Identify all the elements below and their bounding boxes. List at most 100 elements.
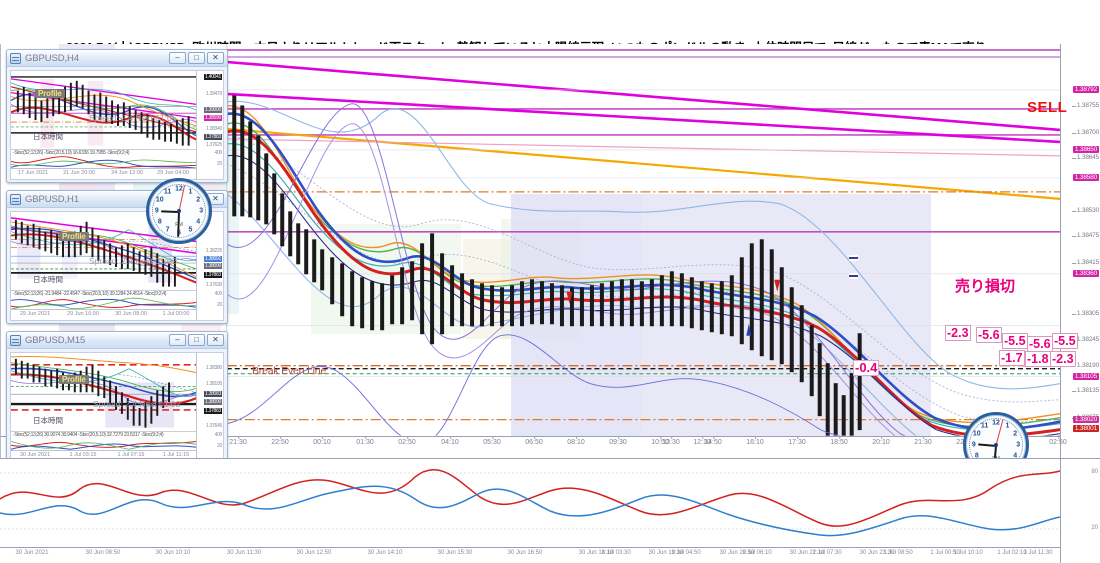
price-tick: 1.38135 — [1071, 387, 1099, 394]
clock-pm-label: PM — [175, 221, 183, 228]
bottom-panel-time-tick: 1 Jul 03:30 — [601, 550, 631, 556]
subwindow-h4-title: GBPUSD,H4 — [25, 52, 80, 64]
h4-drawing — [11, 71, 197, 169]
h1-time-axis[interactable]: 29 Jun 2021 29 Jun 16:00 30 Jun 08:00 1 … — [11, 309, 196, 320]
h4-time-axis[interactable]: 17 Jun 2021 21 Jun 20:00 24 Jun 12:00 29… — [11, 168, 196, 179]
h4-price-badge: 1.38590 — [204, 115, 222, 121]
h1-time-tick: 30 Jun 08:00 — [115, 311, 147, 317]
clock-num: 12 — [175, 185, 183, 193]
clock-num: 1 — [188, 188, 193, 196]
m15-price-axis[interactable]: 1.38380 1.38195 1.38083 1.38000 1.37883 … — [196, 353, 223, 461]
clock-num: 3 — [199, 207, 204, 215]
price-tick: 1.38305 — [1071, 310, 1099, 317]
bottom-panel-time-tick: 30 Jun 12:50 — [296, 550, 332, 556]
h4-price-badge: 1.40041 — [204, 74, 222, 80]
h1-time-tick: 29 Jun 2021 — [19, 311, 51, 317]
subwindow-m15[interactable]: GBPUSD,M15 – □ ✕ — [6, 331, 228, 465]
bottom-panel-time-tick: 30 Jun 11:30 — [226, 550, 262, 556]
stoploss-annotation: 売り損切 — [955, 278, 1016, 295]
time-tick: 16:10 — [746, 436, 764, 446]
maximize-button[interactable]: □ — [188, 334, 205, 346]
price-tick: 1.38415 — [1071, 259, 1099, 266]
close-button[interactable]: ✕ — [207, 52, 224, 64]
pl-box: -5.6 — [1027, 336, 1053, 352]
subwindow-h4-controls[interactable]: – □ ✕ — [169, 52, 224, 64]
price-badge: 1.38105 — [1072, 373, 1099, 380]
price-tick: 1.38475 — [1071, 232, 1099, 239]
h4-indicator-separator — [11, 149, 196, 150]
chart-window-icon — [10, 52, 21, 64]
m15-time-tick: 1 Jul 07:15 — [117, 452, 145, 458]
subwindow-h4-titlebar[interactable]: GBPUSD,H4 – □ ✕ — [7, 50, 227, 67]
m15-indicator-separator — [11, 431, 196, 432]
time-axis[interactable]: 21:30 22:50 00:10 01:30 02:50 04:10 05:30 06:50… — [1, 436, 1067, 458]
price-badge: 1.38580 — [1072, 174, 1099, 181]
pl-box: -5.5 — [1002, 333, 1028, 349]
minimize-button[interactable]: – — [169, 52, 186, 64]
subwindow-m15-chart[interactable]: -Stoc(52;13;26) 30.9074 30.9404 -Stoc(20… — [10, 352, 224, 462]
bottom-panel-time-tick: 30 Jun 20:50 — [719, 550, 755, 556]
bottom-panel-value-axis[interactable]: 80 20 — [1060, 459, 1100, 563]
maximize-button[interactable]: □ — [188, 52, 205, 64]
session-shade-9 — [641, 194, 931, 454]
time-tick: 12:10 — [693, 436, 711, 446]
clock-num: 10 — [155, 196, 164, 204]
clock-dial-sub — [152, 184, 206, 238]
h4-price-badge: 1.39000 — [204, 107, 222, 113]
h4-price-axis[interactable]: 1.40041 1.39470 1.39000 1.38590 1.38340 … — [196, 71, 223, 179]
subwindow-h4-chart[interactable]: -Stoc(52;13;26) -Stoc(20,5,10) 16.6336 1… — [10, 70, 224, 180]
h1-price-tick: 1.38225 — [206, 248, 222, 254]
bottom-panel-time-tick: 30 Jun 19:30 — [648, 550, 684, 556]
clock-num: 2 — [1013, 430, 1018, 438]
bottom-panel-time-axis[interactable]: 30 Jun 2021 30 Jun 08:50 30 Jun 10:10 30 Ju… — [0, 547, 1060, 563]
h1-scale-hi: 400 — [214, 291, 223, 297]
floating-pl-label: -0.4 — [853, 360, 880, 376]
price-tick: 1.38530 — [1071, 207, 1099, 214]
price-tick: 1.38190 — [1071, 362, 1099, 369]
h1-price-tick: 1.37630 — [206, 282, 222, 288]
clock-num: 9 — [971, 441, 976, 449]
pl-box: -2.3 — [945, 325, 971, 341]
subwindow-h1-title: GBPUSD,H1 — [25, 193, 80, 205]
m15-price-tick: 1.38195 — [206, 381, 222, 387]
clock-num: 4 — [196, 218, 201, 226]
subwindow-m15-controls[interactable]: – □ ✕ — [169, 334, 224, 346]
bottom-panel-time-tick: 1 Jul 10:10 — [953, 550, 983, 556]
sell-annotation: SELL — [1027, 99, 1068, 116]
h1-price-badge: 1.38091 — [204, 256, 222, 262]
time-tick: 09:30 — [609, 436, 627, 446]
bottom-indicator-panel[interactable]: 80 20 30 Jun 2021 30 Jun 08:50 30 Jun 10:1… — [0, 458, 1100, 563]
price-tick: 1.38645 — [1071, 154, 1099, 161]
time-tick: 02:50 — [398, 436, 416, 446]
h1-price-badge: 1.38000 — [204, 263, 222, 269]
position-marker-1 — [849, 255, 858, 261]
time-tick: 05:30 — [483, 436, 501, 446]
clock-num: 12 — [992, 419, 1000, 427]
clock-num: 11 — [980, 422, 989, 430]
m15-time-axis[interactable]: 30 Jun 2021 1 Jul 03:15 1 Jul 07:15 1 Ju… — [11, 450, 196, 461]
h4-time-tick: 21 Jun 20:00 — [63, 170, 95, 176]
chart-window-icon — [10, 193, 21, 205]
clock-num: 8 — [157, 218, 162, 226]
h1-spread-text: Spread: 2.4 Next 01:02 — [89, 256, 177, 266]
close-button[interactable]: ✕ — [207, 334, 224, 346]
pl-box: -5.6 — [976, 327, 1002, 343]
h4-time-tick: 24 Jun 12:00 — [111, 170, 143, 176]
subwindow-h4[interactable]: GBPUSD,H4 – □ ✕ — [6, 49, 228, 183]
m15-time-tick: 1 Jul 03:15 — [69, 452, 97, 458]
subwindow-h1-chart[interactable]: -Stoc(52;13;26) -21.9484 -22.4547 -Stoc(… — [10, 211, 224, 321]
m15-price-badge: 1.38000 — [204, 399, 222, 405]
h1-indicator-separator — [11, 290, 196, 291]
time-tick: 01:30 — [356, 436, 374, 446]
clock-center-pin — [994, 443, 998, 447]
h4-price-tick: 1.39470 — [206, 91, 222, 97]
clock-num: 3 — [1016, 441, 1021, 449]
minimize-button[interactable]: – — [169, 334, 186, 346]
subwindow-m15-titlebar[interactable]: GBPUSD,M15 – □ ✕ — [7, 332, 227, 349]
bottom-panel-time-tick: 30 Jun 22:10 — [789, 550, 825, 556]
pl-box: -5.5 — [1052, 333, 1078, 349]
h1-drawing — [11, 212, 197, 310]
subwindow-m15-title: GBPUSD,M15 — [25, 334, 86, 346]
session-shade-8 — [511, 194, 641, 454]
